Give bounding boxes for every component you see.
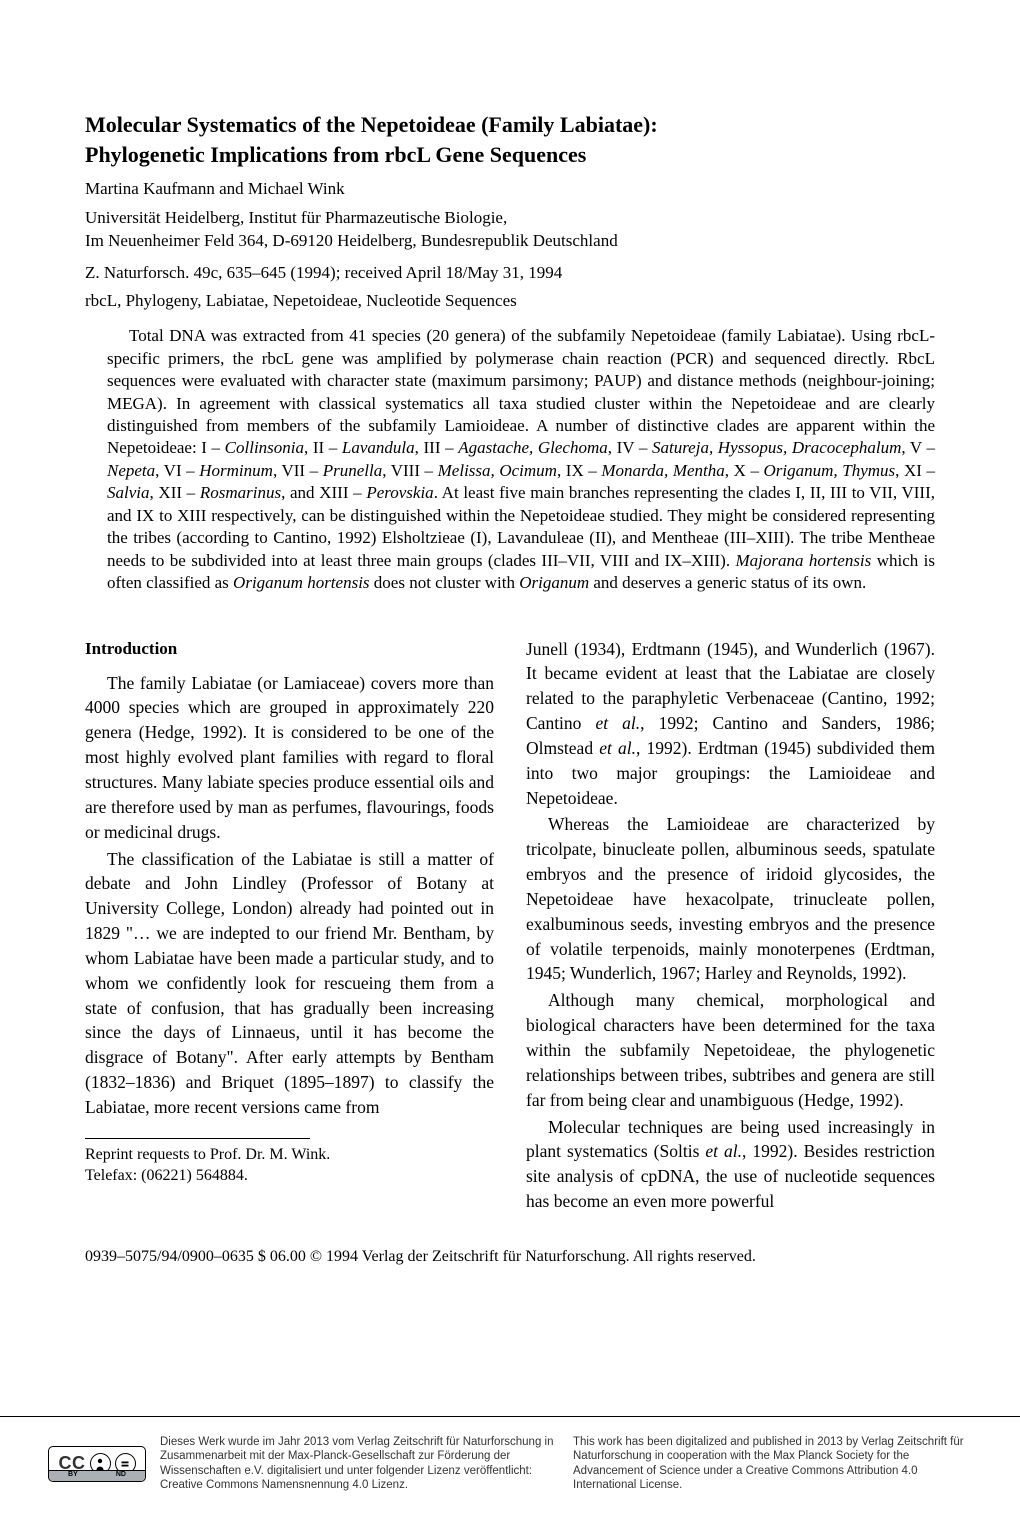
affil-line-1: Universität Heidelberg, Institut für Pha… xyxy=(85,208,507,227)
reprint-rule xyxy=(85,1138,310,1139)
article-title: Molecular Systematics of the Nepetoideae… xyxy=(85,110,935,169)
footer-copyright: 0939–5075/94/0900–0635 $ 06.00 © 1994 Ve… xyxy=(85,1248,935,1266)
intro-para-6: Molecular techniques are being used incr… xyxy=(526,1115,935,1214)
license-text-de: Dieses Werk wurde im Jahr 2013 vom Verla… xyxy=(160,1435,559,1493)
license-footer: CC BY ND Dieses Werk wurde im Jahr 2013 … xyxy=(0,1417,1020,1522)
cc-bar: BY ND xyxy=(49,1470,145,1481)
intro-para-1: The family Labiatae (or Lamiaceae) cover… xyxy=(85,671,494,845)
authors: Martina Kaufmann and Michael Wink xyxy=(85,179,935,199)
title-line-2: Phylogenetic Implications from rbcL Gene… xyxy=(85,142,586,167)
abstract: Total DNA was extracted from 41 species … xyxy=(85,325,935,594)
cc-by-text: BY xyxy=(68,1471,78,1480)
intro-para-2: The classification of the Labiatae is st… xyxy=(85,847,494,1120)
intro-para-3: Junell (1934), Erdtmann (1945), and Wund… xyxy=(526,637,935,811)
license-text-en: This work has been digitalized and publi… xyxy=(573,1435,972,1493)
abstract-text: Total DNA was extracted from 41 species … xyxy=(107,325,935,594)
paper-page: Molecular Systematics of the Nepetoideae… xyxy=(0,0,1020,1306)
keywords-line: rbcL, Phylogeny, Labiatae, Nepetoideae, … xyxy=(85,291,935,311)
affiliation: Universität Heidelberg, Institut für Pha… xyxy=(85,207,935,253)
reprint-block: Reprint requests to Prof. Dr. M. Wink. T… xyxy=(85,1145,494,1187)
body-columns: Introduction The family Labiatae (or Lam… xyxy=(85,637,935,1216)
intro-para-4: Whereas the Lamioideae are characterized… xyxy=(526,812,935,986)
intro-para-5: Although many chemical, morphological an… xyxy=(526,988,935,1112)
reprint-line-1: Reprint requests to Prof. Dr. M. Wink. xyxy=(85,1146,330,1163)
cc-nd-text: ND xyxy=(116,1471,126,1480)
citation-line: Z. Naturforsch. 49c, 635–645 (1994); rec… xyxy=(85,263,935,283)
section-heading-introduction: Introduction xyxy=(85,637,494,661)
affil-line-2: Im Neuenheimer Feld 364, D-69120 Heidelb… xyxy=(85,231,618,250)
cc-badge-icon: CC BY ND xyxy=(48,1446,146,1482)
column-left: Introduction The family Labiatae (or Lam… xyxy=(85,637,494,1216)
title-line-1: Molecular Systematics of the Nepetoideae… xyxy=(85,112,658,137)
column-right: Junell (1934), Erdtmann (1945), and Wund… xyxy=(526,637,935,1216)
reprint-line-2: Telefax: (06221) 564884. xyxy=(85,1167,248,1184)
